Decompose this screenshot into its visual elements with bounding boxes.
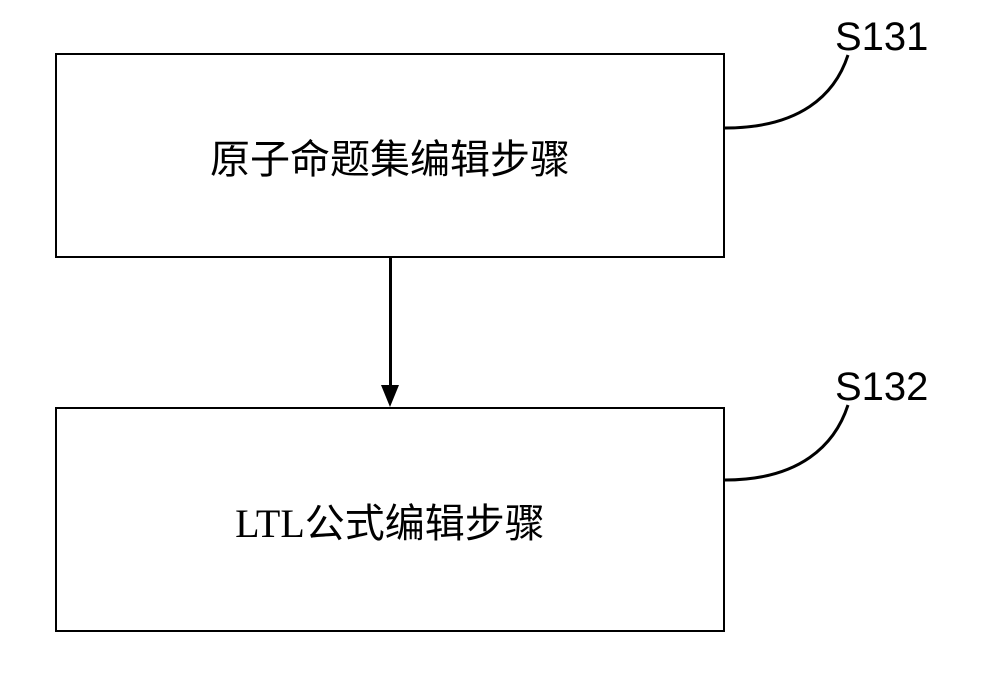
leader-curve-2-path	[725, 405, 848, 480]
leader-curve-2	[0, 0, 1000, 677]
diagram-canvas: 原子命题集编辑步骤 LTL公式编辑步骤 S131 S132	[0, 0, 1000, 677]
